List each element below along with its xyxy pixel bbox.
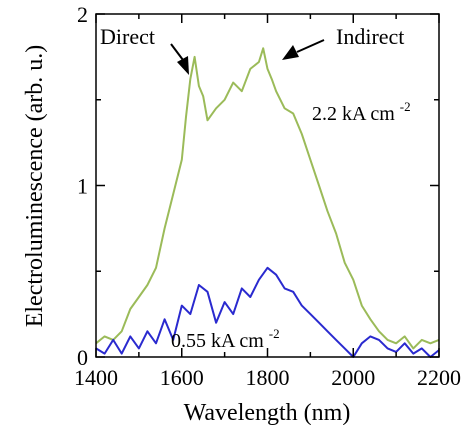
y-tick-label: 2: [77, 2, 88, 27]
label-high-current: 2.2 kA cm -2: [312, 99, 411, 125]
label-high-current-text: 2.2 kA cm: [312, 103, 395, 125]
x-tick-label: 2000: [331, 365, 375, 390]
label-low-current-text: 0.55 kA cm: [171, 330, 264, 352]
series-line-0: [95, 47, 440, 350]
y-axis-label: Electroluminescence (arb. u.): [22, 45, 48, 328]
annotation-direct: Direct: [100, 24, 155, 49]
x-tick-label: 1600: [160, 365, 204, 390]
indirect-arrow-shaft: [296, 39, 325, 53]
x-axis-label: Wavelength (nm): [184, 400, 351, 425]
series-layer: [95, 47, 440, 358]
x-tick-label: 1400: [74, 365, 118, 390]
x-tick-label: 1800: [246, 365, 290, 390]
y-tick-label: 0: [77, 345, 88, 370]
y-tick-label: 1: [77, 174, 88, 199]
tick-labels: 1400 1600 1800 2000 2200 0 1 2: [74, 2, 461, 390]
label-high-current-exponent: -2: [400, 99, 411, 114]
label-low-current: 0.55 kA cm -2: [171, 326, 280, 352]
ticks-layer: [95, 13, 440, 358]
x-tick-label: 2200: [417, 365, 461, 390]
direct-arrow-head: [177, 56, 189, 75]
direct-arrow-shaft: [170, 43, 184, 61]
series-line-1: [95, 266, 440, 358]
label-low-current-exponent: -2: [269, 326, 280, 341]
indirect-arrow-head: [282, 45, 299, 60]
annotation-indirect: Indirect: [336, 24, 404, 49]
